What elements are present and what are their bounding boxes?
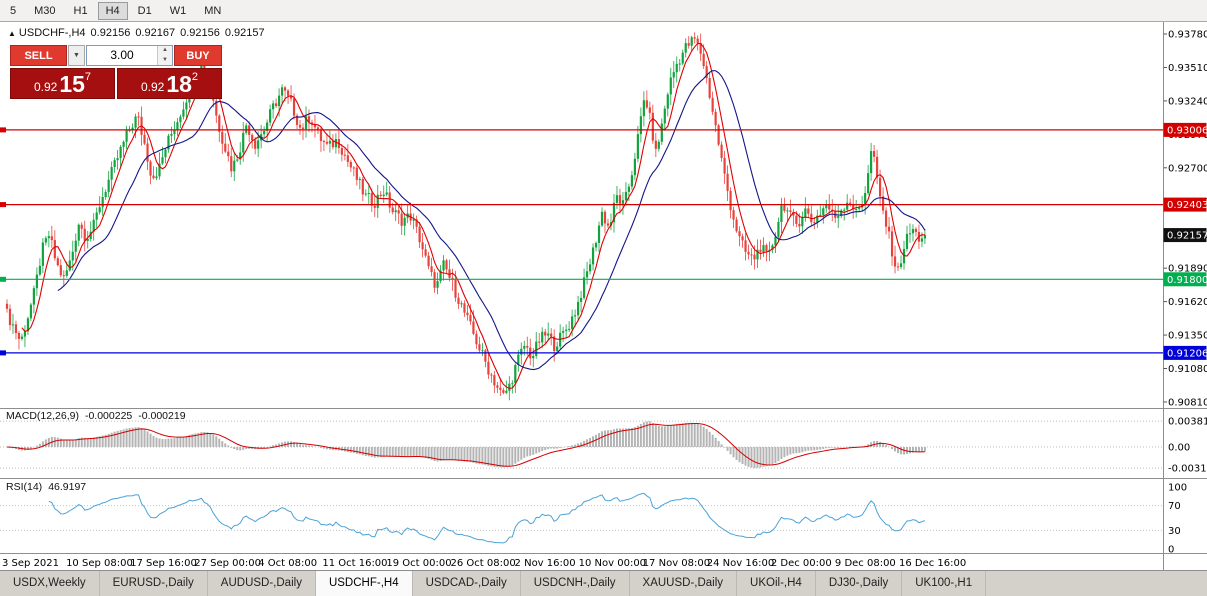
buy-price-figure: 0.92: [140, 80, 165, 94]
svg-text:0.92157: 0.92157: [1167, 231, 1207, 242]
timeframe-button-h1[interactable]: H1: [73, 4, 88, 17]
svg-text:0.91800: 0.91800: [1167, 275, 1207, 286]
rsi-indicator-label: RSI(14) 46.9197: [6, 481, 92, 493]
svg-text:10 Sep 08:00: 10 Sep 08:00: [66, 558, 133, 569]
macd-name: MACD(12,26,9): [6, 410, 79, 422]
sell-price-point: 7: [84, 71, 92, 83]
svg-text:3 Sep 2021: 3 Sep 2021: [2, 558, 59, 569]
panel-separators: [0, 22, 1207, 570]
timeframe-button-5[interactable]: 5: [10, 4, 17, 17]
ohlc-high: 0.92167: [135, 27, 176, 39]
svg-text:0.93240: 0.93240: [1168, 96, 1207, 107]
svg-text:0.91620: 0.91620: [1168, 297, 1207, 308]
buy-price-pips: 18: [166, 71, 192, 97]
svg-text:16 Dec 16:00: 16 Dec 16:00: [899, 558, 966, 569]
svg-text:27 Sep 00:00: 27 Sep 00:00: [194, 558, 261, 569]
svg-text:100: 100: [1168, 483, 1187, 494]
chart-symbol: USDCHF-,H4: [18, 27, 86, 39]
timeframe-button-w1[interactable]: W1: [169, 4, 187, 17]
sell-price-display[interactable]: 0.92 15 7: [10, 68, 115, 99]
svg-text:0.90810: 0.90810: [1168, 397, 1207, 408]
timeframe-button-m30[interactable]: M30: [34, 4, 56, 17]
tab-audusd-daily[interactable]: AUDUSD-,Daily: [208, 571, 316, 596]
chart-tab-bar: USDX,Weekly EURUSD-,Daily AUDUSD-,Daily USD…: [0, 570, 1207, 596]
tab-eurusd-daily[interactable]: EURUSD-,Daily: [100, 571, 208, 596]
svg-text:0.91350: 0.91350: [1168, 331, 1207, 342]
svg-text:2 Nov 16:00: 2 Nov 16:00: [515, 558, 576, 569]
volume-input[interactable]: 3.00 ▲ ▼: [86, 45, 173, 66]
tab-dj30-daily[interactable]: DJ30-,Daily: [816, 571, 903, 596]
tab-usdchf-h4[interactable]: USDCHF-,H4: [315, 571, 413, 596]
buy-price-point: 2: [191, 71, 199, 83]
one-click-trading-panel: SELL ▼ 3.00 ▲ ▼ BUY 0.92 15 7 0.92 18 2: [10, 45, 222, 99]
sell-button[interactable]: SELL: [10, 45, 67, 66]
rsi-name: RSI(14): [6, 481, 43, 493]
svg-text:24 Nov 16:00: 24 Nov 16:00: [707, 558, 774, 569]
svg-text:0.00381: 0.00381: [1168, 417, 1207, 428]
tab-xauusd-daily[interactable]: XAUUSD-,Daily: [630, 571, 738, 596]
tab-usdcnh-daily[interactable]: USDCNH-,Daily: [521, 571, 630, 596]
svg-text:0.00: 0.00: [1168, 443, 1190, 454]
svg-text:0.91206: 0.91206: [1167, 348, 1207, 359]
sell-price-pips: 15: [59, 71, 85, 97]
macd-value-signal: -0.000219: [138, 410, 186, 422]
rsi-panel-layer: 100 70 30 0: [0, 483, 1187, 556]
svg-text:17 Sep 16:00: 17 Sep 16:00: [130, 558, 197, 569]
svg-text:11 Oct 16:00: 11 Oct 16:00: [322, 558, 387, 569]
svg-text:2 Dec 00:00: 2 Dec 00:00: [771, 558, 832, 569]
ohlc-close: 0.92157: [224, 27, 265, 39]
rsi-value: 46.9197: [48, 481, 87, 493]
chart-title-ohlc: ▲ USDCHF-,H4 0.92156 0.92167 0.92156 0.92157: [8, 27, 270, 39]
sell-price-figure: 0.92: [33, 80, 58, 94]
tab-usdx-weekly[interactable]: USDX,Weekly: [0, 571, 100, 596]
svg-text:0.93510: 0.93510: [1168, 63, 1207, 74]
svg-text:17 Nov 08:00: 17 Nov 08:00: [643, 558, 710, 569]
svg-text:9 Dec 08:00: 9 Dec 08:00: [835, 558, 896, 569]
volume-spinner[interactable]: ▲ ▼: [157, 46, 172, 65]
buy-price-display[interactable]: 0.92 18 2: [117, 68, 222, 99]
timeframe-button-d1[interactable]: D1: [137, 4, 152, 17]
tab-usdcad-daily[interactable]: USDCAD-,Daily: [413, 571, 521, 596]
svg-text:0.92403: 0.92403: [1167, 200, 1207, 211]
timeframe-button-h4[interactable]: H4: [97, 1, 128, 20]
svg-text:0.91890: 0.91890: [1168, 264, 1207, 275]
svg-text:0.93780: 0.93780: [1168, 30, 1207, 41]
spinner-down-icon[interactable]: ▼: [158, 55, 172, 65]
timeframe-button-mn[interactable]: MN: [204, 4, 222, 17]
svg-text:70: 70: [1168, 501, 1181, 512]
svg-text:30: 30: [1168, 526, 1181, 537]
tab-uk100-h1[interactable]: UK100-,H1: [902, 571, 987, 596]
chart-canvas[interactable]: 0.937800.935100.932400.929700.927000.924…: [0, 22, 1207, 570]
svg-text:0.91080: 0.91080: [1168, 364, 1207, 375]
moving-averages-layer: [21, 42, 926, 389]
timeframe-toolbar: 5 M30 H1 H4 D1 W1 MN: [0, 0, 1207, 22]
macd-indicator-label: MACD(12,26,9) -0.000225 -0.000219: [6, 410, 192, 422]
buy-button[interactable]: BUY: [174, 45, 222, 66]
svg-text:10 Nov 00:00: 10 Nov 00:00: [579, 558, 646, 569]
svg-text:0.93006: 0.93006: [1167, 125, 1207, 136]
ohlc-low: 0.92156: [180, 27, 220, 39]
tab-ukoil-h4[interactable]: UKOil-,H4: [737, 571, 816, 596]
order-type-dropdown[interactable]: ▼: [68, 45, 85, 66]
svg-text:4 Oct 08:00: 4 Oct 08:00: [258, 558, 317, 569]
svg-text:19 Oct 00:00: 19 Oct 00:00: [386, 558, 451, 569]
symbol-arrow-icon: ▲: [8, 29, 16, 38]
ohlc-open: 0.92156: [90, 27, 131, 39]
macd-value-main: -0.000225: [84, 410, 133, 422]
svg-text:0.92700: 0.92700: [1168, 163, 1207, 174]
horizontal-levels-layer: [0, 127, 1163, 356]
volume-value[interactable]: 3.00: [110, 48, 134, 62]
price-axis: 0.937800.935100.932400.929700.927000.924…: [1163, 30, 1207, 408]
svg-text:0: 0: [1168, 545, 1174, 556]
svg-text:26 Oct 08:00: 26 Oct 08:00: [450, 558, 515, 569]
candles-layer: [5, 32, 927, 401]
spinner-up-icon[interactable]: ▲: [158, 46, 172, 56]
